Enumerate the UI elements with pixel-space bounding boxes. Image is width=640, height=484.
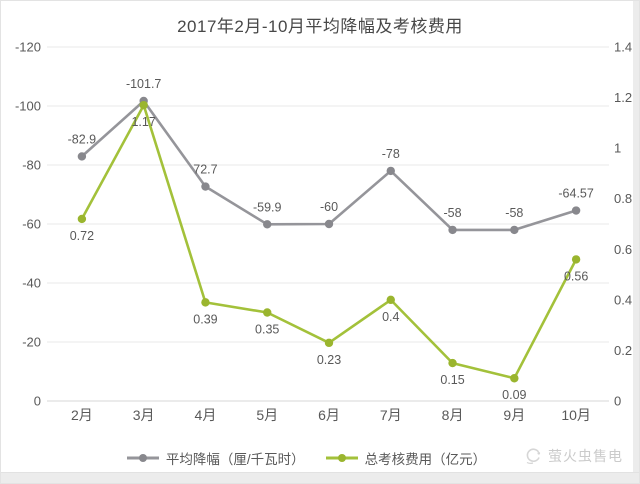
data-label-0: -58 [444, 206, 462, 220]
right-axis-tick-label: 0.2 [614, 343, 632, 358]
legend-item-assessment-fee: 总考核费用（亿元） [325, 448, 487, 468]
left-axis-tick-label: 0 [34, 394, 41, 409]
watermark: 萤火虫售电 [522, 445, 623, 467]
data-label-1: 0.35 [255, 323, 279, 337]
x-axis-category-label: 10月 [561, 407, 591, 423]
series-point-1 [386, 295, 395, 305]
legend: 平均降幅（厘/千瓦时） 总考核费用（亿元） [1, 448, 611, 468]
right-axis-tick-label: 1 [614, 141, 621, 156]
series-point-1 [571, 255, 581, 264]
data-label-0: -58 [505, 206, 523, 220]
data-label-1: 0.15 [440, 373, 464, 387]
watermark-text: 萤火虫售电 [548, 448, 623, 464]
series-point-0 [386, 166, 395, 176]
x-axis-category-label: 6月 [318, 407, 340, 423]
series-line-1 [80, 103, 578, 380]
series-point-0 [263, 220, 272, 229]
data-label-1: 0.72 [70, 229, 94, 243]
x-axis-category-label: 3月 [133, 407, 155, 423]
data-label-0: -101.7 [126, 77, 161, 91]
left-axis-tick-label: -60 [22, 217, 41, 232]
data-label-0: -60 [320, 200, 338, 214]
data-label-1: 0.39 [193, 312, 217, 326]
firefly-logo-icon [526, 448, 541, 464]
series-point-1 [139, 100, 148, 110]
data-label-0: -59.9 [253, 200, 282, 214]
data-label-1: 1.17 [131, 115, 155, 129]
data-label-1: 0.56 [564, 269, 588, 283]
series-point-1 [510, 374, 519, 383]
data-label-0: -82.9 [68, 132, 97, 146]
chart-title: 2017年2月-10月平均降幅及考核费用 [177, 17, 463, 36]
series-point-0 [324, 219, 334, 229]
right-axis-tick-label: 1.2 [614, 90, 632, 105]
data-label-0: -64.57 [558, 187, 593, 201]
data-label-1: 0.23 [317, 353, 341, 367]
series-point-1 [324, 338, 334, 348]
left-axis-tick-label: -80 [22, 158, 41, 173]
data-label-1: 0.09 [502, 388, 526, 402]
x-axis-category-label: 2月 [71, 407, 93, 423]
legend-item-average-decline: 平均降幅（厘/千瓦时） [126, 448, 305, 468]
plot-area: -120 -100 -80 -60 -40 -20 0 1.4 1.2 1 0.8 0.6 0.4 0.2… [15, 40, 632, 424]
series-point-0 [201, 182, 210, 191]
right-axis-tick-label: 0 [614, 394, 621, 409]
legend-label-average-decline: 平均降幅（厘/千瓦时） [165, 452, 305, 467]
x-axis-category-label: 4月 [195, 407, 217, 423]
right-axis-tick-label: 1.4 [614, 40, 632, 55]
legend-label-assessment-fee: 总考核费用（亿元） [364, 452, 487, 467]
x-axis-category-label: 5月 [256, 407, 278, 423]
right-axis-tick-label: 0.8 [614, 191, 632, 206]
left-axis-tick-label: -20 [22, 335, 41, 350]
right-axis-tick-label: 0.4 [614, 292, 632, 307]
series-point-1 [263, 308, 272, 317]
gray-series-marker-icon [126, 454, 159, 462]
right-axis-tick-label: 0.6 [614, 242, 632, 257]
x-axis-category-label: 8月 [442, 407, 464, 423]
page-edge-right [633, 1, 639, 483]
x-axis-category-label: 9月 [503, 407, 525, 423]
x-axis-category-label: 7月 [380, 407, 402, 423]
page-edge-bottom [1, 472, 639, 483]
series-point-1 [77, 214, 87, 224]
series-point-0 [571, 206, 581, 215]
series-point-0 [448, 225, 457, 235]
series-point-1 [448, 358, 457, 368]
left-axis-tick-label: -40 [22, 276, 41, 291]
green-series-marker-icon [325, 454, 358, 462]
left-axis-tick-label: -120 [15, 40, 41, 55]
series-point-1 [201, 298, 210, 307]
data-label-1: 0.4 [382, 310, 399, 324]
series-point-0 [510, 225, 519, 235]
series-point-0 [77, 152, 87, 161]
data-label-0: -78 [382, 147, 400, 161]
data-label-0: 72.7 [193, 163, 217, 177]
left-axis-tick-label: -100 [15, 99, 41, 114]
